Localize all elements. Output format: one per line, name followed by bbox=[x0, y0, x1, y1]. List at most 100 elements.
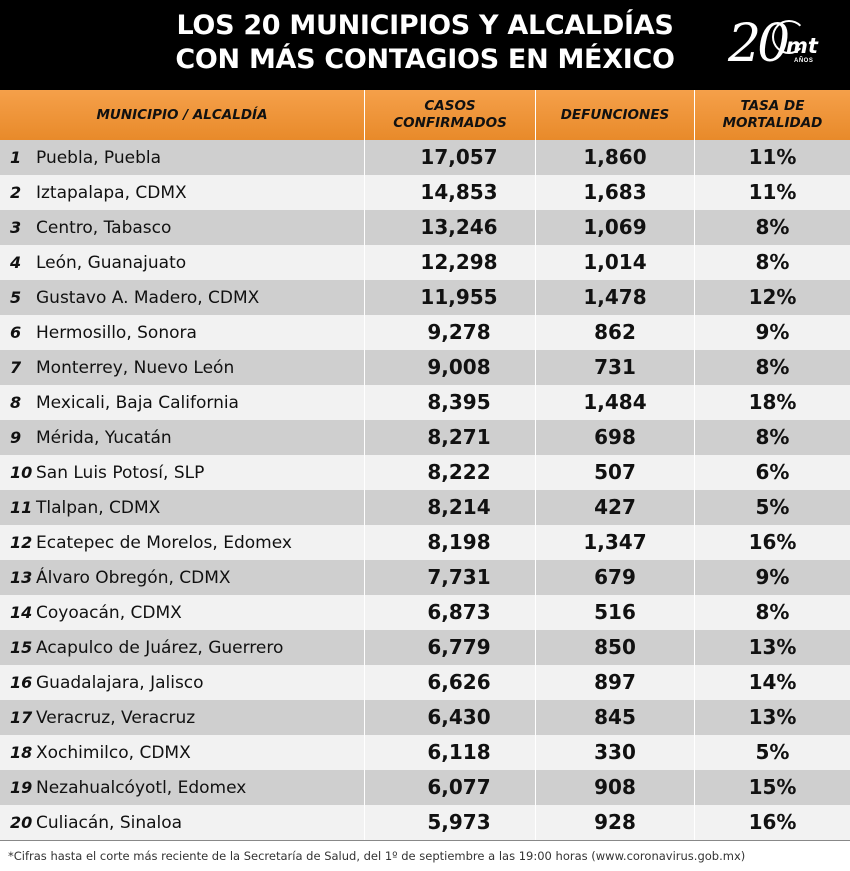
row-rank: 19 bbox=[10, 778, 33, 797]
row-defunciones: 427 bbox=[535, 490, 694, 525]
row-casos: 6,118 bbox=[364, 735, 535, 770]
row-municipio: Hermosillo, Sonora bbox=[36, 323, 197, 343]
row-rank: 6 bbox=[10, 323, 22, 342]
table-row: 3 Centro, Tabasco 13,246 1,069 8% bbox=[0, 210, 850, 245]
row-defunciones: 679 bbox=[535, 560, 694, 595]
row-municipio: Iztapalapa, CDMX bbox=[36, 183, 187, 203]
row-casos: 6,626 bbox=[364, 665, 535, 700]
table-row: 2 Iztapalapa, CDMX 14,853 1,683 11% bbox=[0, 175, 850, 210]
row-rank: 17 bbox=[10, 708, 33, 727]
logo-number: 20 bbox=[728, 14, 790, 74]
row-casos: 8,222 bbox=[364, 455, 535, 490]
row-rank: 5 bbox=[10, 288, 22, 307]
row-rank: 9 bbox=[10, 428, 22, 447]
row-defunciones: 862 bbox=[535, 315, 694, 350]
row-tasa: 12% bbox=[694, 280, 850, 315]
row-rank: 12 bbox=[10, 533, 33, 552]
row-defunciones: 698 bbox=[535, 420, 694, 455]
row-rank: 2 bbox=[10, 183, 22, 202]
row-defunciones: 850 bbox=[535, 630, 694, 665]
title-line-2: CON MÁS CONTAGIOS EN MÉXICO bbox=[175, 44, 675, 75]
row-defunciones: 330 bbox=[535, 735, 694, 770]
row-tasa: 6% bbox=[694, 455, 850, 490]
row-municipio: Ecatepec de Morelos, Edomex bbox=[36, 533, 292, 553]
mt-20-anos-logo: 20 mt AÑOS bbox=[728, 14, 828, 76]
row-tasa: 9% bbox=[694, 560, 850, 595]
row-defunciones: 1,478 bbox=[535, 280, 694, 315]
table-row: 5 Gustavo A. Madero, CDMX 11,955 1,478 12% bbox=[0, 280, 850, 315]
row-municipio: Xochimilco, CDMX bbox=[36, 743, 191, 763]
row-municipio: Gustavo A. Madero, CDMX bbox=[36, 288, 260, 308]
table-row: 9 Mérida, Yucatán 8,271 698 8% bbox=[0, 420, 850, 455]
row-tasa: 15% bbox=[694, 770, 850, 805]
logo-sub: AÑOS bbox=[794, 58, 814, 64]
row-tasa: 8% bbox=[694, 350, 850, 385]
row-municipio: Centro, Tabasco bbox=[36, 218, 172, 238]
row-defunciones: 897 bbox=[535, 665, 694, 700]
row-defunciones: 1,069 bbox=[535, 210, 694, 245]
row-municipio: Mexicali, Baja California bbox=[36, 393, 239, 413]
row-municipio: Monterrey, Nuevo León bbox=[36, 358, 235, 378]
source-footnote: *Cifras hasta el corte más reciente de l… bbox=[0, 840, 850, 870]
row-casos: 6,430 bbox=[364, 700, 535, 735]
row-rank: 3 bbox=[10, 218, 22, 237]
column-header-defunciones: DEFUNCIONES bbox=[535, 90, 694, 140]
column-header-casos: CASOS CONFIRMADOS bbox=[364, 90, 535, 140]
row-defunciones: 1,683 bbox=[535, 175, 694, 210]
row-tasa: 18% bbox=[694, 385, 850, 420]
row-tasa: 8% bbox=[694, 210, 850, 245]
logo-ring-icon bbox=[772, 20, 806, 54]
row-casos: 8,214 bbox=[364, 490, 535, 525]
row-casos: 13,246 bbox=[364, 210, 535, 245]
row-tasa: 5% bbox=[694, 490, 850, 525]
row-rank: 16 bbox=[10, 673, 33, 692]
row-casos: 8,198 bbox=[364, 525, 535, 560]
logo-brand: mt bbox=[786, 34, 818, 58]
row-municipio: Coyoacán, CDMX bbox=[36, 603, 182, 623]
header-bar: LOS 20 MUNICIPIOS Y ALCALDÍAS CON MÁS CO… bbox=[0, 0, 850, 90]
row-casos: 5,973 bbox=[364, 805, 535, 840]
row-tasa: 9% bbox=[694, 315, 850, 350]
row-rank: 8 bbox=[10, 393, 22, 412]
table-row: 11 Tlalpan, CDMX 8,214 427 5% bbox=[0, 490, 850, 525]
row-tasa: 13% bbox=[694, 700, 850, 735]
row-municipio: León, Guanajuato bbox=[36, 253, 187, 273]
page-title: LOS 20 MUNICIPIOS Y ALCALDÍAS CON MÁS CO… bbox=[0, 9, 850, 77]
row-casos: 12,298 bbox=[364, 245, 535, 280]
row-tasa: 16% bbox=[694, 805, 850, 840]
row-tasa: 14% bbox=[694, 665, 850, 700]
row-rank: 15 bbox=[10, 638, 33, 657]
row-municipio: Culiacán, Sinaloa bbox=[36, 813, 183, 833]
row-municipio: Puebla, Puebla bbox=[36, 148, 162, 168]
row-tasa: 16% bbox=[694, 525, 850, 560]
row-defunciones: 1,484 bbox=[535, 385, 694, 420]
row-tasa: 8% bbox=[694, 420, 850, 455]
row-municipio: Nezahualcóyotl, Edomex bbox=[36, 778, 247, 798]
row-casos: 6,077 bbox=[364, 770, 535, 805]
row-casos: 9,008 bbox=[364, 350, 535, 385]
row-municipio: Tlalpan, CDMX bbox=[36, 498, 161, 518]
table-row: 12 Ecatepec de Morelos, Edomex 8,198 1,347 1… bbox=[0, 525, 850, 560]
table-row: 13 Álvaro Obregón, CDMX 7,731 679 9% bbox=[0, 560, 850, 595]
row-casos: 9,278 bbox=[364, 315, 535, 350]
table-row: 6 Hermosillo, Sonora 9,278 862 9% bbox=[0, 315, 850, 350]
column-header-tasa: TASA DE MORTALIDAD bbox=[694, 90, 850, 140]
row-casos: 6,873 bbox=[364, 595, 535, 630]
table-row: 10 San Luis Potosí, SLP 8,222 507 6% bbox=[0, 455, 850, 490]
row-tasa: 11% bbox=[694, 140, 850, 175]
table-row: 15 Acapulco de Juárez, Guerrero 6,779 850 13… bbox=[0, 630, 850, 665]
row-tasa: 13% bbox=[694, 630, 850, 665]
table-row: 17 Veracruz, Veracruz 6,430 845 13% bbox=[0, 700, 850, 735]
row-casos: 8,271 bbox=[364, 420, 535, 455]
table-row: 20 Culiacán, Sinaloa 5,973 928 16% bbox=[0, 805, 850, 840]
row-tasa: 5% bbox=[694, 735, 850, 770]
column-header-municipio: MUNICIPIO / ALCALDÍA bbox=[96, 106, 268, 123]
row-defunciones: 845 bbox=[535, 700, 694, 735]
row-tasa: 8% bbox=[694, 245, 850, 280]
table-row: 14 Coyoacán, CDMX 6,873 516 8% bbox=[0, 595, 850, 630]
row-casos: 6,779 bbox=[364, 630, 535, 665]
table-body: 1 Puebla, Puebla 17,057 1,860 11% 2 Iztapalap… bbox=[0, 140, 850, 840]
row-municipio: Acapulco de Juárez, Guerrero bbox=[36, 638, 284, 658]
row-rank: 18 bbox=[10, 743, 33, 762]
